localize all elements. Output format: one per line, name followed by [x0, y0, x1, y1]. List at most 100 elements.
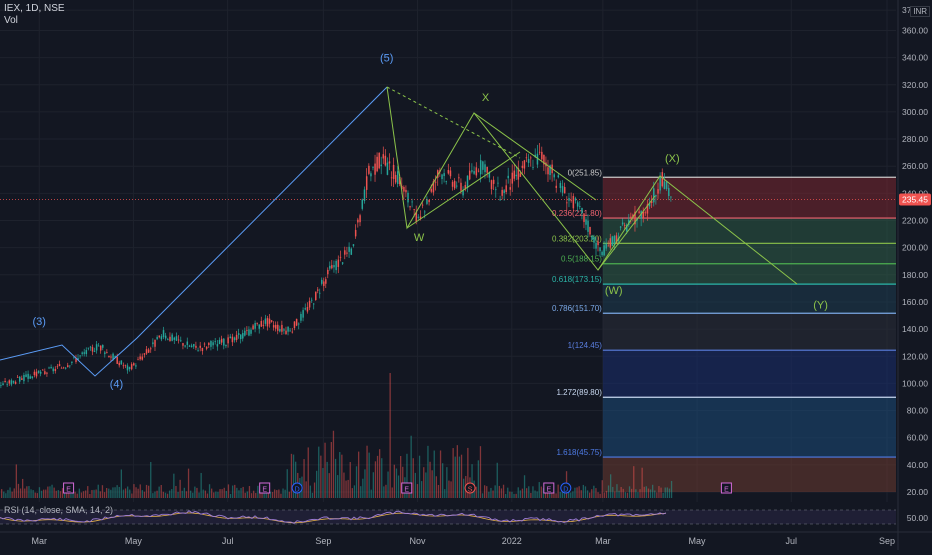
- candle-body: [333, 265, 335, 268]
- candle-body: [152, 342, 154, 345]
- volume-bar: [17, 483, 20, 498]
- candle-body: [449, 170, 452, 177]
- candle-body: [555, 185, 558, 188]
- volume-bar: [192, 492, 194, 498]
- volume-bar: [662, 492, 664, 498]
- volume-bar: [490, 487, 492, 498]
- volume-bar: [253, 490, 255, 498]
- volume-bar: [337, 475, 339, 498]
- volume-bar: [322, 468, 324, 498]
- candle-body: [91, 347, 94, 352]
- candle-body: [513, 170, 516, 179]
- candle-body: [268, 318, 271, 324]
- candle-body: [323, 281, 325, 287]
- candle-body: [591, 235, 593, 240]
- candle-body: [258, 324, 261, 329]
- candle-body: [441, 174, 443, 180]
- candle-body: [173, 337, 176, 340]
- fib-zone: [602, 397, 896, 458]
- volume-bar: [227, 484, 230, 498]
- volume-bar: [332, 430, 335, 498]
- candle-body: [73, 356, 75, 358]
- volume-bar: [82, 491, 85, 498]
- volume-bar: [507, 487, 509, 498]
- corrective-wave-line: [386, 86, 798, 285]
- volume-bar: [91, 489, 93, 498]
- candle-body: [644, 212, 647, 214]
- candle-body: [657, 189, 659, 194]
- volume-bar: [498, 485, 500, 498]
- time-axis-label: Mar: [595, 536, 611, 546]
- volume-bar: [196, 487, 198, 498]
- candle-body: [663, 181, 666, 189]
- chart-header: IEX, 1D, NSE Vol: [4, 3, 65, 27]
- volume-bar: [618, 490, 620, 498]
- candle-body: [102, 344, 104, 348]
- candle-body: [67, 365, 69, 368]
- candle-body: [37, 370, 40, 373]
- candle-body: [471, 170, 473, 172]
- candle-body: [589, 226, 591, 235]
- volume-bar: [654, 490, 656, 498]
- candle-body: [203, 343, 206, 345]
- candle-body: [447, 169, 450, 174]
- candle-body: [137, 359, 139, 361]
- volume-bar: [26, 486, 28, 498]
- volume-bar: [211, 488, 213, 498]
- symbol-line[interactable]: IEX, 1D, NSE: [4, 3, 65, 14]
- volume-bar: [580, 490, 582, 498]
- volume-bar: [158, 486, 160, 498]
- candle-body: [601, 251, 603, 256]
- volume-bar: [313, 482, 316, 498]
- candle-body: [193, 343, 195, 347]
- candle-body: [79, 355, 81, 357]
- volume-bar: [292, 454, 295, 498]
- candle-body: [623, 224, 626, 226]
- wave-label: (Y): [813, 300, 828, 312]
- candle-body: [401, 185, 403, 190]
- volume-bar: [124, 488, 127, 498]
- volume-bar: [240, 488, 242, 498]
- event-marker: [259, 482, 271, 494]
- candle-body: [89, 346, 92, 348]
- candle-body: [609, 238, 612, 248]
- candle-body: [659, 175, 661, 191]
- candle-body: [227, 337, 229, 344]
- volume-bar: [318, 446, 320, 498]
- candle-body: [530, 157, 532, 159]
- candle-body: [348, 246, 350, 252]
- volume-bar: [190, 490, 192, 498]
- candle-body: [252, 325, 254, 330]
- volume-bar: [295, 461, 297, 498]
- volume-bar: [660, 487, 662, 498]
- currency-badge[interactable]: INR: [910, 6, 930, 17]
- volume-bar: [152, 493, 154, 498]
- candle-body: [359, 215, 361, 223]
- volume-bar: [610, 474, 612, 498]
- candle-body: [270, 320, 273, 322]
- candle-body: [135, 365, 137, 367]
- volume-bar: [631, 488, 633, 498]
- time-axis-label: Nov: [410, 536, 427, 546]
- candle-body: [283, 329, 285, 331]
- candle-body: [311, 299, 313, 301]
- volume-bar: [553, 492, 555, 498]
- volume-bar: [622, 488, 624, 498]
- candle-body: [279, 329, 281, 332]
- wave-label: (3): [33, 316, 46, 328]
- volume-bar: [481, 493, 484, 498]
- candle-body: [445, 181, 448, 182]
- volume-bar: [649, 489, 652, 498]
- volume-bar: [391, 487, 393, 498]
- candle-body: [231, 336, 234, 343]
- volume-bar: [645, 486, 647, 498]
- volume-bar: [515, 493, 517, 498]
- candle-body: [534, 154, 536, 158]
- fib-level-label: 0.5(188.15): [561, 255, 602, 264]
- volume-bar: [95, 489, 97, 498]
- rsi-label[interactable]: RSI (14, close, SMA, 14, 2): [4, 505, 114, 515]
- fib-level-label: 1.272(89.80): [556, 388, 602, 397]
- volume-bar: [439, 450, 442, 498]
